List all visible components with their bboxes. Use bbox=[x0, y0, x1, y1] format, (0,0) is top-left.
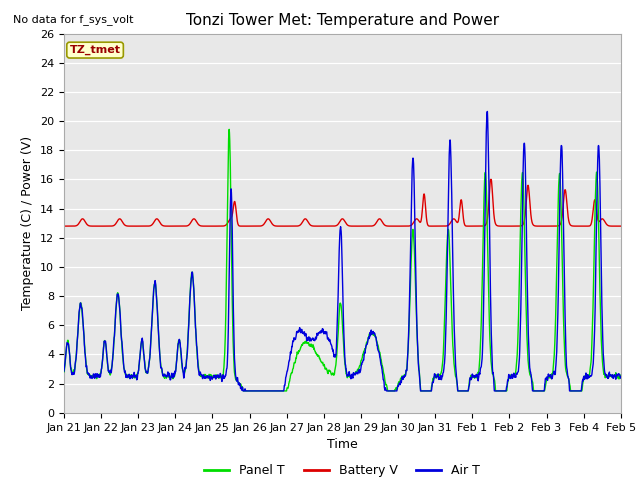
Y-axis label: Temperature (C) / Power (V): Temperature (C) / Power (V) bbox=[22, 136, 35, 310]
Panel T bbox=[601, 373, 609, 379]
Battery V bbox=[316, 223, 324, 229]
Battery V bbox=[601, 218, 609, 224]
Air T bbox=[484, 108, 492, 114]
Air T bbox=[602, 371, 609, 376]
Legend: Panel T, Battery V, Air T: Panel T, Battery V, Air T bbox=[200, 459, 485, 480]
Panel T bbox=[225, 127, 233, 132]
Battery V bbox=[487, 177, 495, 182]
Battery V bbox=[601, 219, 609, 225]
Panel T bbox=[88, 374, 96, 380]
Panel T bbox=[332, 364, 339, 370]
Title: Tonzi Tower Met: Temperature and Power: Tonzi Tower Met: Temperature and Power bbox=[186, 13, 499, 28]
Air T bbox=[617, 374, 625, 380]
Line: Battery V: Battery V bbox=[64, 180, 621, 226]
Panel T bbox=[317, 358, 324, 364]
Air T bbox=[60, 368, 68, 374]
Air T bbox=[316, 329, 324, 335]
Battery V bbox=[617, 223, 625, 229]
Battery V bbox=[60, 223, 68, 229]
X-axis label: Time: Time bbox=[327, 438, 358, 451]
Air T bbox=[331, 352, 339, 358]
Panel T bbox=[499, 388, 507, 394]
Battery V bbox=[331, 223, 339, 229]
Panel T bbox=[60, 369, 68, 375]
Air T bbox=[239, 388, 247, 394]
Panel T bbox=[239, 388, 247, 394]
Line: Panel T: Panel T bbox=[64, 130, 621, 391]
Panel T bbox=[617, 372, 625, 378]
Battery V bbox=[499, 223, 506, 229]
Air T bbox=[499, 388, 507, 394]
Panel T bbox=[602, 375, 609, 381]
Air T bbox=[88, 375, 96, 381]
Text: No data for f_sys_volt: No data for f_sys_volt bbox=[13, 14, 133, 25]
Line: Air T: Air T bbox=[64, 111, 621, 391]
Battery V bbox=[88, 223, 96, 229]
Air T bbox=[601, 371, 609, 376]
Text: TZ_tmet: TZ_tmet bbox=[70, 45, 120, 55]
